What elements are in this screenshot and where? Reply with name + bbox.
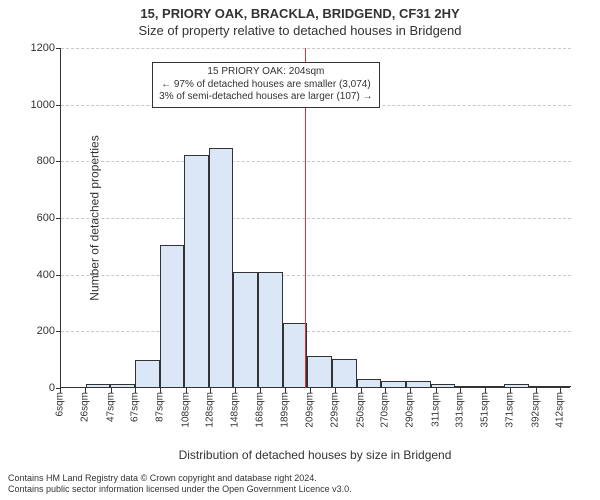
- histogram-bar: [554, 386, 571, 387]
- annotation-box: 15 PRIORY OAK: 204sqm← 97% of detached h…: [152, 62, 379, 108]
- histogram-bar: [307, 356, 332, 387]
- xtick-label: 229sqm: [329, 392, 340, 428]
- xtick-label: 250sqm: [355, 392, 366, 428]
- histogram-bar: [504, 384, 529, 387]
- xtick-label: 270sqm: [380, 392, 391, 428]
- annotation-line: 15 PRIORY OAK: 204sqm: [159, 66, 372, 79]
- ytick-label: 200: [15, 325, 55, 337]
- histogram-bar: [209, 148, 234, 387]
- xtick-label: 351sqm: [480, 392, 491, 428]
- chart-area: Number of detached properties 15 PRIORY …: [60, 48, 570, 408]
- xtick-label: 67sqm: [130, 392, 141, 422]
- histogram-bar: [135, 360, 160, 387]
- histogram-bar: [233, 272, 258, 387]
- histogram-bar: [160, 245, 185, 387]
- ytick-label: 800: [15, 155, 55, 167]
- xtick-label: 331sqm: [455, 392, 466, 428]
- ytick-label: 400: [15, 269, 55, 281]
- xtick-label: 128sqm: [205, 392, 216, 428]
- attribution-footer: Contains HM Land Registry data © Crown c…: [8, 473, 352, 496]
- xtick-label: 371sqm: [504, 392, 515, 428]
- xtick-label: 26sqm: [79, 392, 90, 422]
- footer-line-2: Contains public sector information licen…: [8, 484, 352, 496]
- histogram-bar: [480, 386, 505, 387]
- histogram-bar: [258, 272, 283, 387]
- annotation-line: 3% of semi-detached houses are larger (1…: [159, 91, 372, 104]
- histogram-bar: [406, 381, 431, 387]
- plot-region: 15 PRIORY OAK: 204sqm← 97% of detached h…: [60, 48, 570, 388]
- xtick-label: 189sqm: [280, 392, 291, 428]
- xtick-label: 148sqm: [229, 392, 240, 428]
- xtick-label: 290sqm: [404, 392, 415, 428]
- chart-subtitle: Size of property relative to detached ho…: [0, 21, 600, 42]
- histogram-bar: [381, 381, 406, 387]
- xtick-label: 6sqm: [55, 392, 66, 416]
- ytick-label: 0: [15, 382, 55, 394]
- address-title: 15, PRIORY OAK, BRACKLA, BRIDGEND, CF31 …: [0, 0, 600, 21]
- xtick-label: 87sqm: [154, 392, 165, 422]
- ytick-label: 600: [15, 212, 55, 224]
- ytick-label: 1200: [15, 42, 55, 54]
- xtick-label: 209sqm: [305, 392, 316, 428]
- xtick-label: 168sqm: [254, 392, 265, 428]
- histogram-bar: [283, 323, 308, 387]
- footer-line-1: Contains HM Land Registry data © Crown c…: [8, 473, 352, 485]
- xtick-label: 47sqm: [105, 392, 116, 422]
- histogram-bar: [455, 386, 480, 387]
- xtick-label: 412sqm: [555, 392, 566, 428]
- histogram-bar: [529, 386, 554, 387]
- xtick-label: 392sqm: [530, 392, 541, 428]
- xtick-label: 311sqm: [430, 392, 441, 427]
- histogram-bar: [332, 359, 357, 387]
- histogram-bar: [86, 384, 111, 387]
- histogram-bar: [184, 155, 209, 387]
- histogram-bar: [357, 379, 382, 388]
- x-axis-label: Distribution of detached houses by size …: [60, 448, 570, 462]
- xtick-label: 108sqm: [180, 392, 191, 428]
- histogram-bar: [110, 384, 135, 387]
- annotation-line: ← 97% of detached houses are smaller (3,…: [159, 79, 372, 92]
- ytick-label: 1000: [15, 99, 55, 111]
- histogram-bar: [431, 384, 456, 387]
